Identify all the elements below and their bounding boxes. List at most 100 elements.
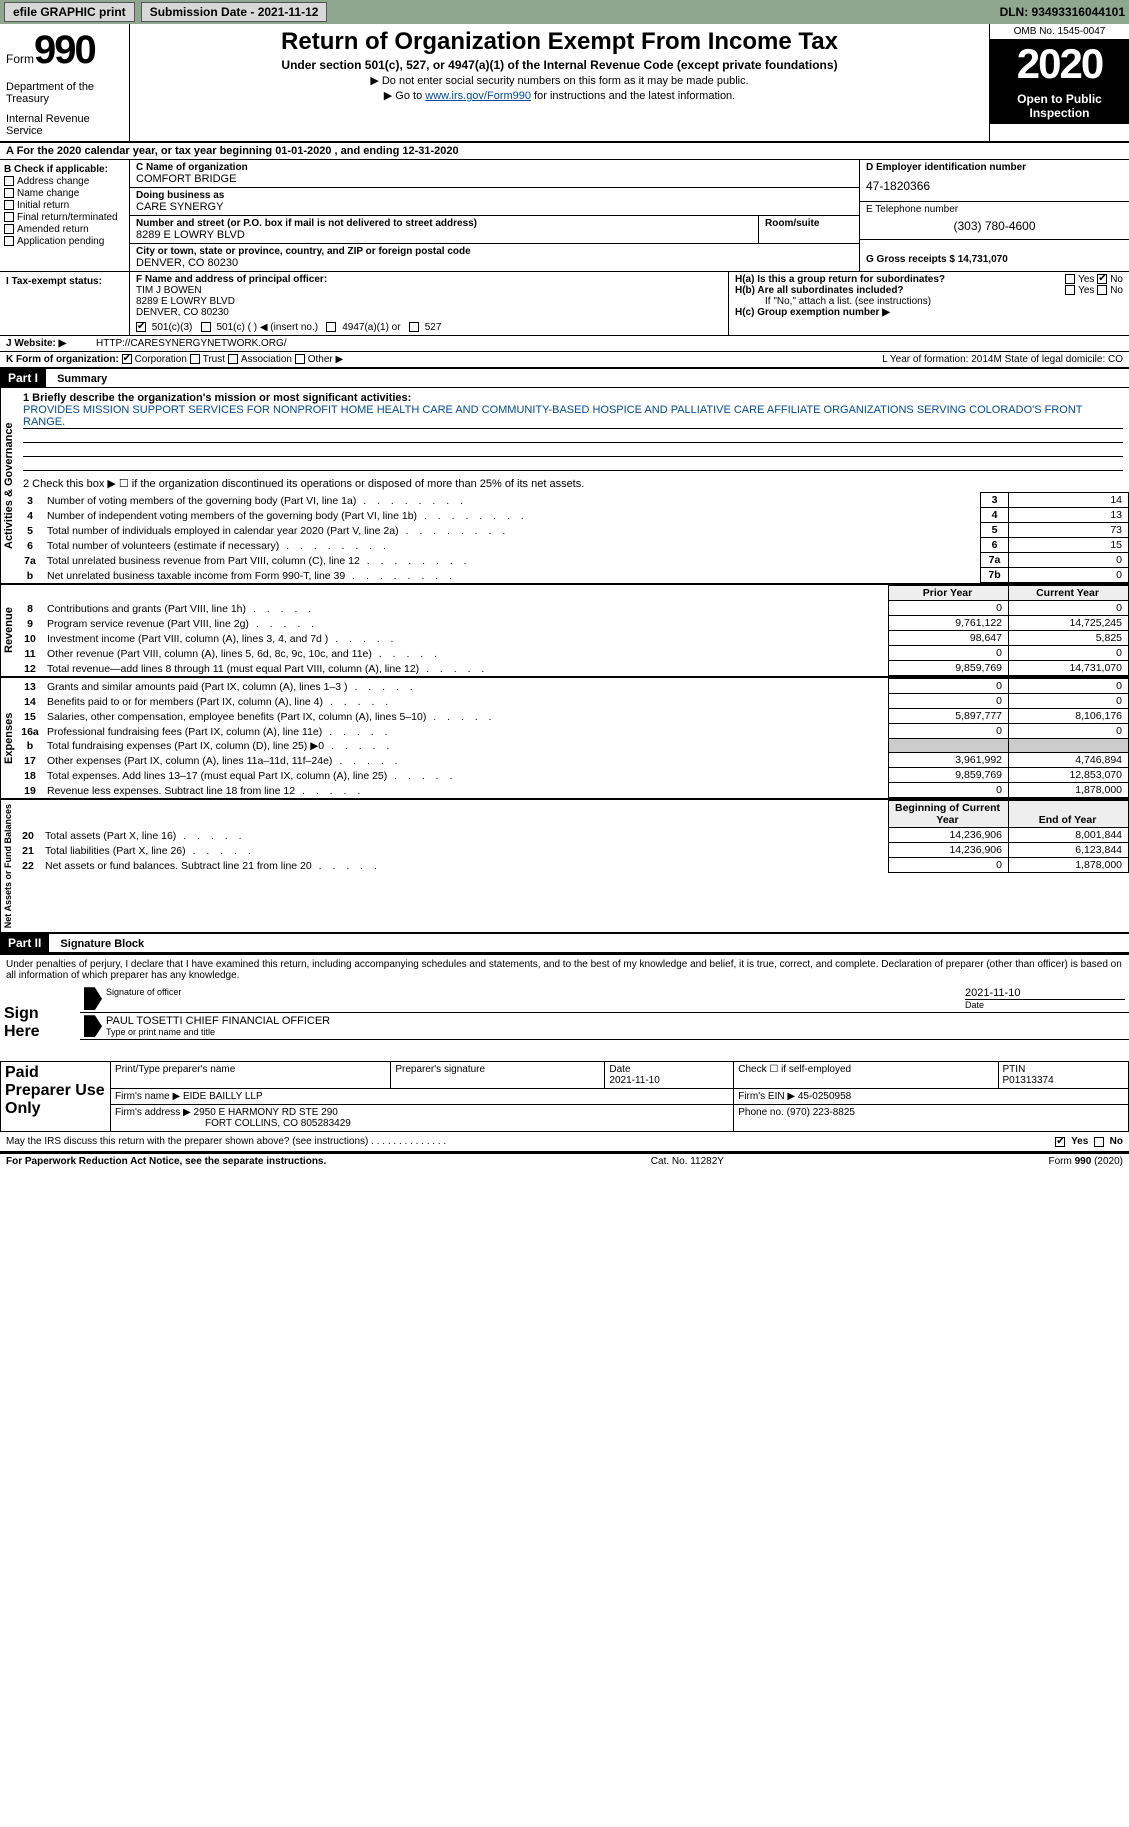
city-cell: City or town, state or province, country… (130, 244, 859, 271)
h-b-note: If "No," attach a list. (see instruction… (735, 296, 1123, 307)
omb-number: OMB No. 1545-0047 (990, 24, 1129, 40)
part1-header: Part I (0, 369, 46, 387)
form-of-org-row: K Form of organization: Corporation Trus… (0, 352, 1129, 369)
officer-addr2: DENVER, CO 80230 (136, 307, 722, 318)
instruction-no-ssn: ▶ Do not enter social security numbers o… (138, 74, 981, 87)
cat-number: Cat. No. 11282Y (651, 1156, 724, 1167)
chk-ha-no[interactable] (1097, 274, 1107, 284)
side-label-expenses: Expenses (0, 678, 17, 798)
tax-year: 2020 (990, 40, 1129, 88)
chk-amended[interactable]: Amended return (4, 224, 125, 235)
part2-header: Part II (0, 934, 49, 952)
box-b: B Check if applicable: Address change Na… (0, 160, 130, 271)
chk-501c3[interactable] (136, 322, 146, 332)
year-box: OMB No. 1545-0047 2020 Open to Public In… (989, 24, 1129, 141)
preparer-sig-cell: Preparer's signature (391, 1062, 605, 1089)
chk-ha-yes[interactable] (1065, 274, 1075, 284)
form-subtitle: Under section 501(c), 527, or 4947(a)(1)… (138, 58, 981, 72)
mission-blank-1 (23, 429, 1123, 443)
officer-name: TIM J BOWEN (136, 285, 722, 296)
arrow-icon-2 (84, 1015, 102, 1037)
submission-date-button[interactable]: Submission Date - 2021-11-12 (141, 2, 328, 22)
dba-cell: Doing business as CARE SYNERGY (130, 188, 859, 216)
paperwork-notice: For Paperwork Reduction Act Notice, see … (6, 1156, 326, 1167)
tax-exempt-label: I Tax-exempt status: (6, 276, 123, 287)
chk-discuss-no[interactable] (1094, 1137, 1104, 1147)
tax-period-row: A For the 2020 calendar year, or tax yea… (0, 143, 1129, 160)
firm-ein-cell: Firm's EIN ▶ 45-0250958 (734, 1089, 1129, 1105)
chk-discuss-yes[interactable] (1055, 1137, 1065, 1147)
phone-value: (303) 780-4600 (866, 215, 1123, 237)
chk-address-change[interactable]: Address change (4, 176, 125, 187)
gross-receipts-cell: G Gross receipts $ 14,731,070 (860, 240, 1129, 267)
form-title: Return of Organization Exempt From Incom… (138, 28, 981, 56)
mission-label: 1 Briefly describe the organization's mi… (23, 392, 1123, 404)
signature-block: Under penalties of perjury, I declare th… (0, 953, 1129, 985)
mission-text: PROVIDES MISSION SUPPORT SERVICES FOR NO… (23, 404, 1123, 429)
chk-corporation[interactable] (122, 354, 132, 364)
table-row: 7aTotal unrelated business revenue from … (17, 553, 1129, 568)
part2-header-row: Part II Signature Block (0, 934, 1129, 953)
chk-501c[interactable] (201, 322, 211, 332)
street-row: Number and street (or P.O. box if mail i… (130, 216, 859, 244)
table-row: 10Investment income (Part VIII, column (… (17, 631, 1129, 646)
efile-print-button[interactable]: efile GRAPHIC print (4, 2, 135, 22)
table-row: 15Salaries, other compensation, employee… (17, 709, 1129, 724)
table-row: 18Total expenses. Add lines 13–17 (must … (17, 768, 1129, 783)
officer-printed-name: PAUL TOSETTI CHIEF FINANCIAL OFFICER (106, 1015, 1125, 1027)
form-org-label: K Form of organization: (6, 354, 119, 365)
box-c: C Name of organization COMFORT BRIDGE Do… (130, 160, 859, 271)
dln-label: DLN: 93493316044101 (1000, 5, 1125, 19)
chk-final-return[interactable]: Final return/terminated (4, 212, 125, 223)
side-label-revenue: Revenue (0, 585, 17, 676)
chk-association[interactable] (228, 354, 238, 364)
ein-cell: D Employer identification number 47-1820… (860, 160, 1129, 202)
footer: For Paperwork Reduction Act Notice, see … (0, 1153, 1129, 1169)
revenue-table: Prior YearCurrent Year8Contributions and… (17, 585, 1129, 676)
h-a-row: H(a) Is this a group return for subordin… (735, 274, 1123, 285)
h-b-row: H(b) Are all subordinates included? Yes … (735, 285, 1123, 296)
line2-discontinued: 2 Check this box ▶ ☐ if the organization… (17, 475, 1129, 492)
chk-hb-no[interactable] (1097, 285, 1107, 295)
table-row: 5Total number of individuals employed in… (17, 523, 1129, 538)
website-row: J Website: ▶ HTTP://CARESYNERGYNETWORK.O… (0, 336, 1129, 352)
preparer-name-cell: Print/Type preparer's name (111, 1062, 391, 1089)
chk-other[interactable] (295, 354, 305, 364)
website-value: HTTP://CARESYNERGYNETWORK.ORG/ (96, 338, 287, 349)
section-revenue: Revenue Prior YearCurrent Year8Contribut… (0, 585, 1129, 678)
chk-trust[interactable] (190, 354, 200, 364)
street-label: Number and street (or P.O. box if mail i… (136, 218, 752, 229)
box-d-e-g: D Employer identification number 47-1820… (859, 160, 1129, 271)
sig-date-label: Date (965, 1000, 1125, 1010)
form-number-box: Form990 Department of the Treasury Inter… (0, 24, 130, 141)
table-row: bNet unrelated business taxable income f… (17, 568, 1129, 583)
table-row: 9Program service revenue (Part VIII, lin… (17, 616, 1129, 631)
sign-here-grid: Sign Here Signature of officer 2021-11-1… (0, 985, 1129, 1061)
chk-527[interactable] (409, 322, 419, 332)
irs-link[interactable]: www.irs.gov/Form990 (425, 90, 531, 102)
form-990-number: 990 (34, 28, 95, 72)
chk-application-pending[interactable]: Application pending (4, 236, 125, 247)
dba-name: CARE SYNERGY (136, 201, 853, 213)
may-irs-text: May the IRS discuss this return with the… (6, 1136, 368, 1147)
part1-title: Summary (49, 373, 107, 385)
officer-addr1: 8289 E LOWRY BLVD (136, 296, 722, 307)
box-f: F Name and address of principal officer:… (130, 272, 729, 335)
org-name-label: C Name of organization (136, 162, 853, 173)
goto-post: for instructions and the latest informat… (531, 90, 735, 102)
side-label-net-assets: Net Assets or Fund Balances (0, 800, 15, 932)
box-h: H(a) Is this a group return for subordin… (729, 272, 1129, 335)
street-address: 8289 E LOWRY BLVD (136, 229, 752, 241)
dept-irs: Internal Revenue Service (6, 113, 123, 137)
chk-initial-return[interactable]: Initial return (4, 200, 125, 211)
chk-name-change[interactable]: Name change (4, 188, 125, 199)
chk-hb-yes[interactable] (1065, 285, 1075, 295)
perjury-declaration: Under penalties of perjury, I declare th… (6, 959, 1123, 981)
preparer-date-cell: Date2021-11-10 (605, 1062, 734, 1089)
firm-name-cell: Firm's name ▶ EIDE BAILLY LLP (111, 1089, 734, 1105)
chk-4947[interactable] (326, 322, 336, 332)
table-row: 11Other revenue (Part VIII, column (A), … (17, 646, 1129, 661)
title-box: Return of Organization Exempt From Incom… (130, 24, 989, 141)
officer-signature-line: Signature of officer 2021-11-10 Date (80, 985, 1129, 1013)
type-name-label: Type or print name and title (106, 1027, 1125, 1037)
